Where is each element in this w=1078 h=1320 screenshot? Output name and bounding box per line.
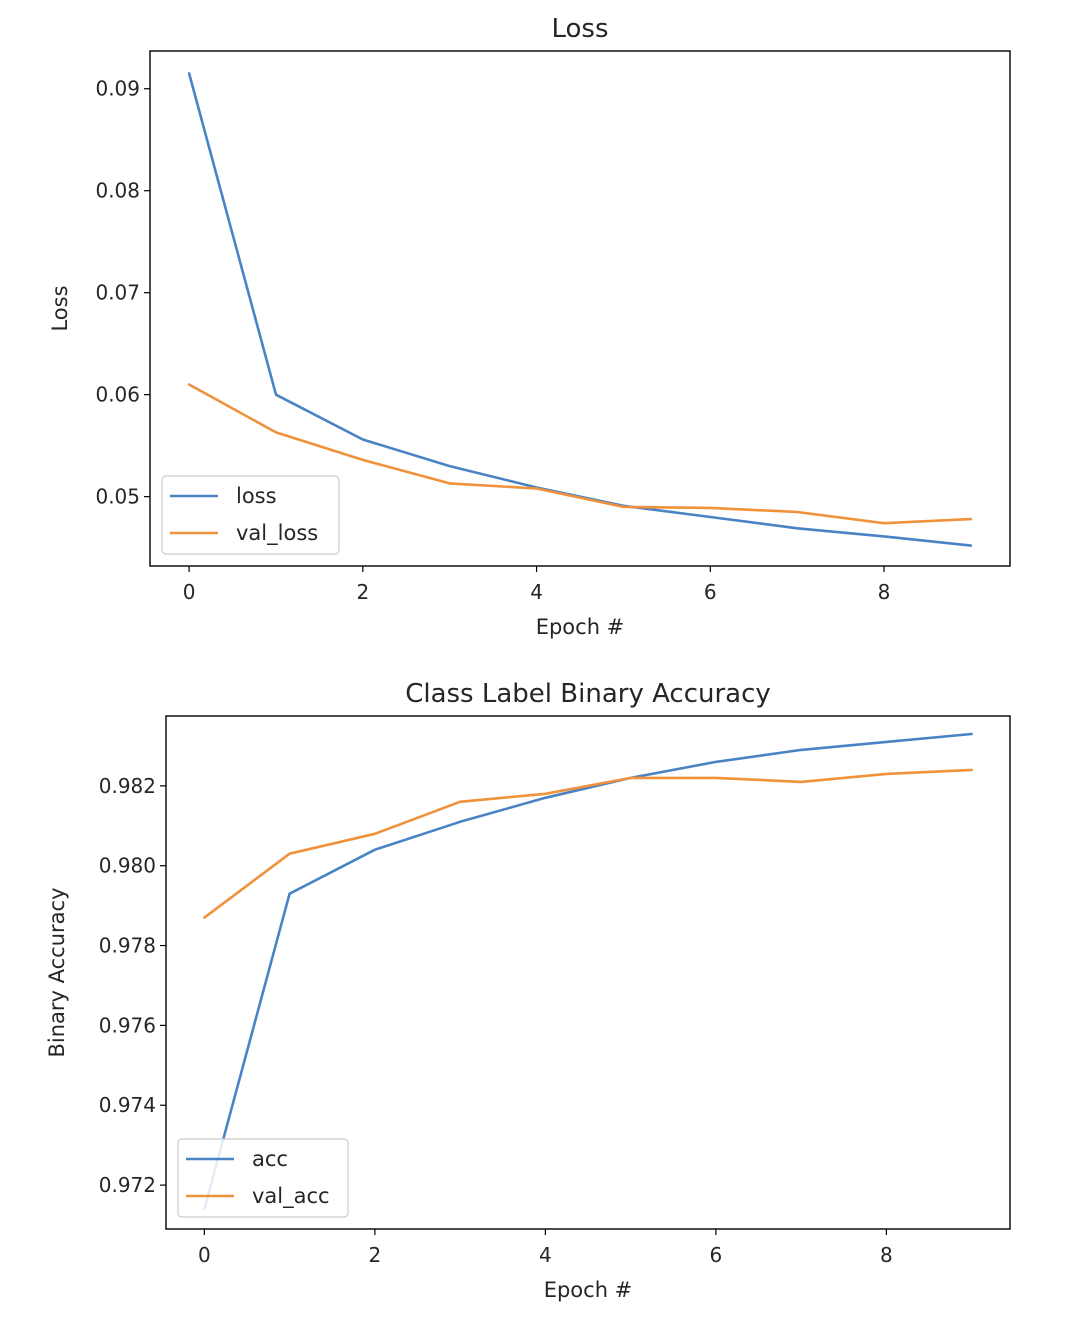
y-tick-label: 0.974 (99, 1093, 156, 1117)
legend-label: loss (236, 484, 277, 508)
series-line-val_acc (203, 768, 973, 919)
series-line-val_loss (187, 383, 973, 525)
x-tick-label: 8 (880, 1243, 893, 1267)
legend-label: val_loss (236, 521, 318, 546)
legend-label: val_acc (252, 1184, 330, 1209)
chart-title: Loss (551, 14, 608, 44)
x-tick-label: 2 (369, 1243, 382, 1267)
y-axis-label: Binary Accuracy (45, 887, 69, 1057)
chart-title: Class Label Binary Accuracy (405, 679, 771, 709)
x-tick-label: 6 (704, 580, 717, 604)
y-tick-label: 0.980 (99, 854, 156, 878)
accuracy-chart: Class Label Binary Accuracy 0 2 4 6 8 0.972 0.9… (45, 679, 1011, 1302)
y-tick-label: 0.982 (99, 774, 156, 798)
series-line-acc (203, 732, 973, 1211)
x-tick-label: 0 (198, 1243, 211, 1267)
x-axis-label: Epoch # (544, 1278, 633, 1302)
y-tick-label: 0.08 (95, 179, 140, 203)
x-tick-label: 8 (878, 580, 891, 604)
y-tick-label: 0.976 (99, 1013, 156, 1037)
y-tick-label: 0.06 (95, 383, 140, 407)
x-axis-label: Epoch # (536, 615, 625, 639)
x-tick-label: 4 (530, 580, 543, 604)
y-tick-label: 0.978 (99, 934, 156, 958)
y-axis-label: Loss (48, 285, 72, 331)
plot-area (165, 715, 1011, 1230)
y-tick-label: 0.09 (95, 77, 140, 101)
x-tick-label: 2 (356, 580, 369, 604)
legend-label: acc (252, 1147, 288, 1171)
y-tick-label: 0.05 (95, 485, 140, 509)
x-tick-label: 4 (539, 1243, 552, 1267)
loss-chart: Loss 0 2 4 6 8 0.05 0.06 0.07 0.08 0.09 Epoch # Loss… (48, 14, 1011, 639)
y-tick-label: 0.972 (99, 1173, 156, 1197)
x-tick-label: 0 (183, 580, 196, 604)
x-tick-label: 6 (710, 1243, 723, 1267)
y-tick-label: 0.07 (95, 281, 140, 305)
